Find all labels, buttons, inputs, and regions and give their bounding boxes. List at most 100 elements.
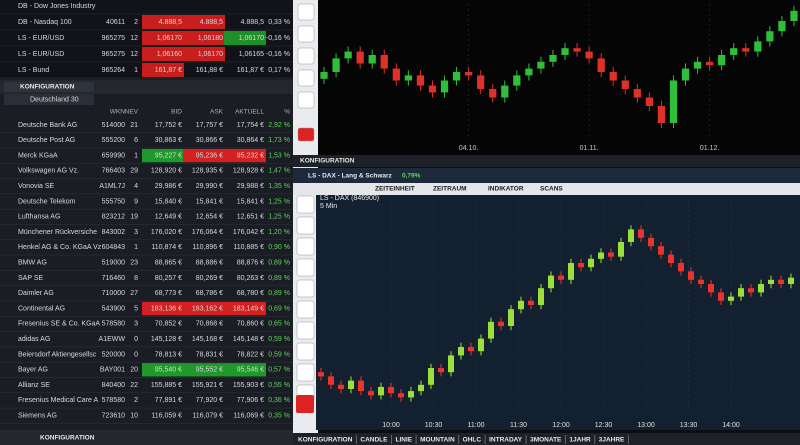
cell-value: 840400 bbox=[102, 382, 125, 389]
instrument-name: Bayer AG bbox=[18, 367, 48, 374]
cell-value: 12,649 € bbox=[155, 214, 182, 221]
menu-item[interactable]: INDIKATOR bbox=[488, 186, 524, 193]
tool-button[interactable] bbox=[296, 342, 315, 361]
candle-body bbox=[754, 41, 762, 52]
instrument-name: Siemens AG bbox=[18, 413, 57, 420]
cell-value: 4.888,5 bbox=[159, 19, 182, 26]
candle-body bbox=[598, 252, 604, 259]
cell-value: 68,780 € bbox=[237, 290, 264, 297]
instrument-name: Fresenius Medical Care A bbox=[18, 397, 98, 404]
cell-value: 78,831 € bbox=[196, 351, 223, 358]
chart-tab[interactable]: INTRADAY bbox=[489, 437, 523, 444]
instrument-name: Vonovia SE bbox=[18, 183, 55, 190]
candle-body bbox=[681, 68, 690, 81]
tool-button[interactable] bbox=[296, 300, 315, 319]
x-tick-label: 04.10. bbox=[459, 145, 479, 152]
cell-value: 2 bbox=[134, 397, 138, 404]
tool-button[interactable] bbox=[296, 395, 314, 413]
cell-value: 110,896 € bbox=[192, 244, 223, 251]
tool-button[interactable] bbox=[297, 91, 315, 109]
tool-button[interactable] bbox=[297, 25, 315, 43]
cell-value: 0,89 % bbox=[268, 260, 290, 267]
cell-value: 12,651 € bbox=[237, 214, 264, 221]
tool-icons bbox=[296, 3, 315, 413]
chart-tab[interactable]: 3MONATE bbox=[530, 437, 562, 444]
candle-body bbox=[693, 61, 702, 69]
bottom-change: 0,79% bbox=[402, 173, 421, 180]
chart-tab[interactable]: KONFIGURATION bbox=[298, 437, 353, 444]
chart-tab[interactable]: CANDLE bbox=[360, 437, 388, 444]
config-tab-bg[interactable] bbox=[4, 82, 94, 92]
candle-body bbox=[513, 75, 521, 86]
cell-value: 0 bbox=[134, 336, 138, 343]
cell-value: 1,06170 bbox=[239, 35, 264, 42]
menu-item[interactable]: ZEITRAUM bbox=[433, 186, 467, 193]
footer-tab[interactable]: KONFIGURATION bbox=[40, 435, 95, 442]
tool-button[interactable] bbox=[296, 195, 315, 214]
tool-button[interactable] bbox=[296, 216, 315, 235]
chart-tab[interactable]: 1JAHR bbox=[569, 437, 591, 444]
instrument-name: LS - EUR/USD bbox=[18, 35, 64, 42]
chart-tab[interactable]: LINIE bbox=[396, 437, 413, 444]
candle-body bbox=[657, 106, 666, 123]
candle-body bbox=[440, 80, 449, 93]
candle-body bbox=[730, 48, 738, 55]
cell-value: 965275 bbox=[102, 51, 125, 58]
x-tick-label: 10:00 bbox=[382, 422, 400, 429]
x-tick-label: 13:30 bbox=[680, 422, 698, 429]
tool-button[interactable] bbox=[297, 127, 315, 142]
cell-value: 1,73 % bbox=[268, 137, 290, 144]
candle-body bbox=[706, 61, 714, 66]
candle-body bbox=[368, 55, 376, 64]
candle-body bbox=[388, 386, 394, 394]
candle-body bbox=[668, 254, 674, 263]
cell-value: 0 bbox=[134, 351, 138, 358]
cell-highlight bbox=[142, 31, 184, 45]
index-select-bg[interactable] bbox=[4, 94, 94, 105]
top-footer-tab[interactable]: KONFIGURATION bbox=[300, 158, 355, 165]
cell-value: 68,773 € bbox=[155, 290, 182, 297]
candle-body bbox=[669, 80, 678, 123]
cell-value: 1 bbox=[134, 67, 138, 74]
cell-value: 30,864 € bbox=[237, 137, 264, 144]
cell-value: 110,885 € bbox=[233, 244, 264, 251]
tool-button[interactable] bbox=[297, 47, 315, 65]
cell-highlight bbox=[224, 363, 266, 377]
candle-body bbox=[465, 72, 473, 76]
chart-tab[interactable]: 3JAHRE bbox=[599, 437, 625, 444]
candle-body bbox=[528, 300, 534, 305]
candle-body bbox=[404, 75, 412, 81]
bottom-chart-subtitle: 5 Min bbox=[320, 203, 337, 210]
tool-button[interactable] bbox=[296, 363, 315, 382]
cell-highlight bbox=[224, 148, 266, 163]
column-header: AKTUELL bbox=[235, 109, 264, 116]
tool-button[interactable] bbox=[296, 321, 315, 340]
instrument-name: Münchener Rückversiche bbox=[18, 229, 97, 236]
tool-button[interactable] bbox=[297, 3, 315, 21]
menu-item[interactable]: SCANS bbox=[540, 186, 563, 193]
candle-body bbox=[344, 51, 352, 59]
chart-tab[interactable]: OHLC bbox=[463, 437, 482, 444]
tool-button[interactable] bbox=[297, 69, 315, 87]
x-tick-label: 11:30 bbox=[510, 422, 527, 429]
candle-body bbox=[618, 242, 624, 257]
cell-value: 17,757 € bbox=[196, 122, 223, 129]
tool-button[interactable] bbox=[296, 279, 315, 298]
cell-highlight bbox=[142, 63, 184, 77]
column-header: % bbox=[284, 109, 290, 116]
cell-value: 30,866 € bbox=[196, 137, 223, 144]
cell-value: 1,25 % bbox=[268, 198, 290, 205]
cell-value: 0,89 % bbox=[268, 290, 290, 297]
candle-body bbox=[768, 279, 774, 284]
index-select[interactable]: Deutschland 30 bbox=[30, 96, 79, 103]
cell-value: 1,20 % bbox=[268, 229, 290, 236]
menu-item[interactable]: ZEITEINHEIT bbox=[375, 186, 415, 193]
cell-value: 155,903 € bbox=[233, 382, 264, 389]
tool-button[interactable] bbox=[296, 258, 315, 277]
config-tab[interactable]: KONFIGURATION bbox=[20, 84, 75, 91]
cell-value: 23 bbox=[130, 260, 138, 267]
chart-tab[interactable]: MOUNTAIN bbox=[420, 437, 455, 444]
tool-button[interactable] bbox=[296, 237, 315, 256]
cell-value: 80,269 € bbox=[196, 275, 223, 282]
cell-highlight bbox=[142, 47, 184, 61]
